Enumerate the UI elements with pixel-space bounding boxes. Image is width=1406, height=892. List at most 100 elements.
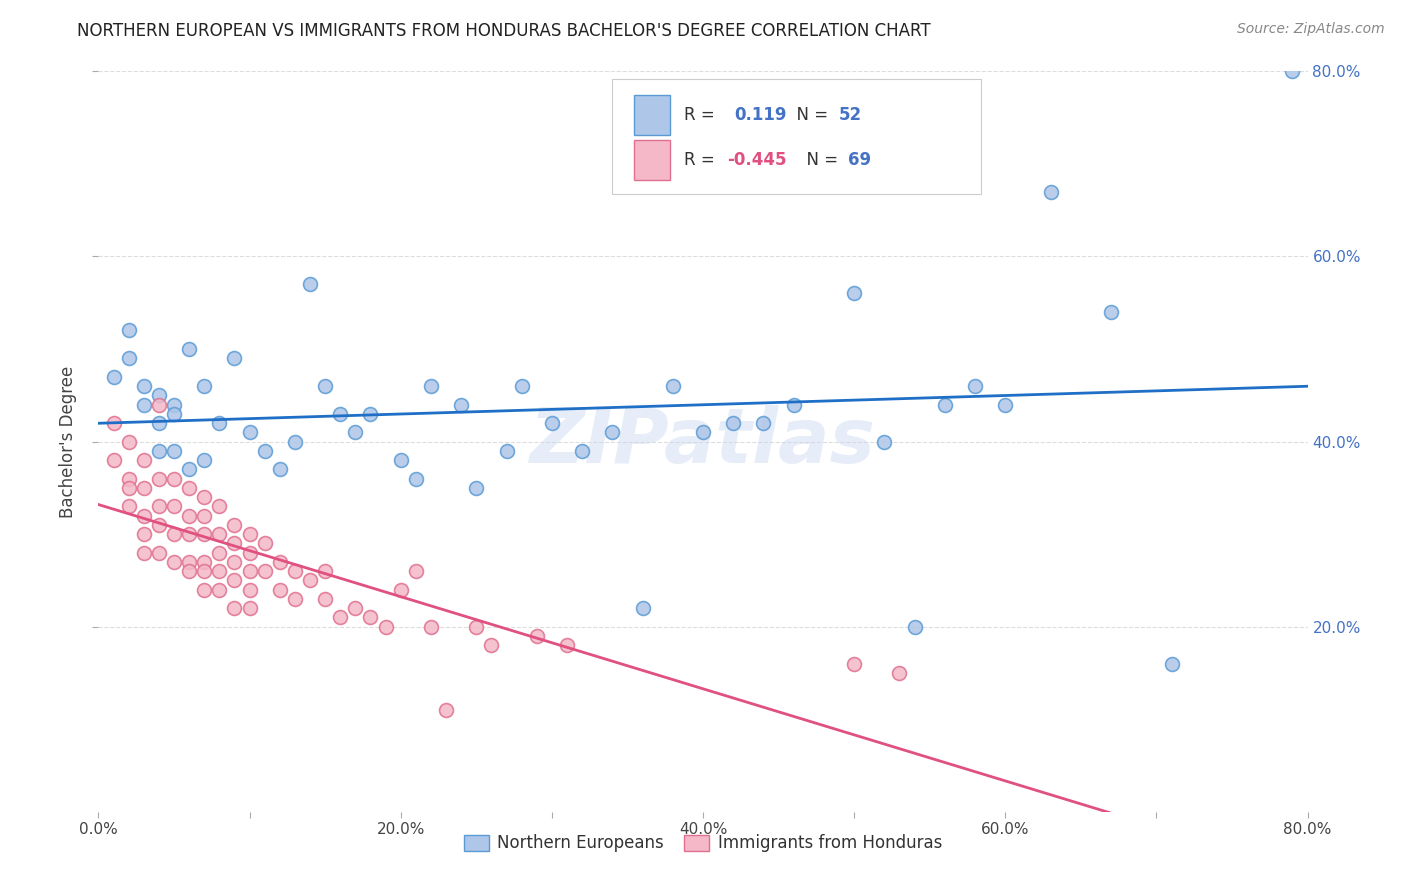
Point — [132, 481, 155, 495]
Point — [1039, 185, 1062, 199]
Point — [179, 508, 201, 523]
Point — [389, 582, 412, 597]
Point — [118, 481, 141, 495]
Point — [179, 564, 201, 578]
Text: R =: R = — [683, 105, 725, 124]
Point — [148, 517, 170, 532]
Point — [844, 286, 866, 301]
Point — [193, 379, 215, 393]
Point — [224, 601, 246, 615]
Point — [118, 324, 141, 338]
Point — [465, 481, 488, 495]
Legend: Northern Europeans, Immigrants from Honduras: Northern Europeans, Immigrants from Hond… — [457, 828, 949, 859]
Point — [239, 582, 262, 597]
Point — [495, 443, 517, 458]
Point — [692, 425, 714, 440]
Point — [284, 434, 307, 449]
Point — [873, 434, 896, 449]
Point — [1281, 64, 1303, 78]
FancyBboxPatch shape — [634, 95, 671, 135]
Point — [132, 453, 155, 467]
Y-axis label: Bachelor's Degree: Bachelor's Degree — [59, 366, 77, 517]
Point — [269, 555, 291, 569]
Point — [344, 601, 367, 615]
Point — [239, 601, 262, 615]
Point — [193, 453, 215, 467]
Point — [329, 407, 352, 421]
Point — [631, 601, 654, 615]
Point — [193, 555, 215, 569]
Point — [179, 462, 201, 476]
Point — [510, 379, 533, 393]
Point — [602, 425, 624, 440]
Point — [314, 591, 336, 606]
Point — [103, 369, 125, 384]
Point — [148, 545, 170, 560]
Point — [132, 545, 155, 560]
Point — [239, 425, 262, 440]
Point — [284, 591, 307, 606]
Point — [1099, 305, 1122, 319]
Point — [555, 638, 578, 652]
Point — [224, 555, 246, 569]
Point — [526, 629, 548, 643]
Point — [208, 564, 231, 578]
Point — [450, 398, 472, 412]
Point — [118, 351, 141, 366]
Point — [299, 277, 322, 292]
Point — [148, 388, 170, 402]
Point — [1160, 657, 1182, 671]
Point — [994, 398, 1017, 412]
Text: N =: N = — [786, 105, 834, 124]
Point — [540, 416, 562, 430]
Point — [420, 379, 443, 393]
Point — [374, 619, 396, 633]
Point — [360, 610, 382, 624]
Point — [253, 564, 276, 578]
Point — [783, 398, 806, 412]
Point — [844, 657, 866, 671]
Point — [179, 481, 201, 495]
Point — [934, 398, 956, 412]
Point — [224, 351, 246, 366]
Point — [179, 342, 201, 356]
Point — [163, 527, 186, 541]
Point — [239, 564, 262, 578]
Point — [132, 379, 155, 393]
Point — [434, 703, 457, 717]
Point — [269, 582, 291, 597]
Point — [224, 517, 246, 532]
Text: R =: R = — [683, 151, 720, 169]
Text: 69: 69 — [848, 151, 872, 169]
Point — [163, 443, 186, 458]
Point — [193, 508, 215, 523]
Point — [179, 527, 201, 541]
Point — [193, 527, 215, 541]
Point — [148, 443, 170, 458]
Point — [103, 416, 125, 430]
Point — [299, 574, 322, 588]
Point — [224, 536, 246, 550]
Point — [904, 619, 927, 633]
Point — [163, 555, 186, 569]
Text: ZIPatlas: ZIPatlas — [530, 405, 876, 478]
Point — [284, 564, 307, 578]
Point — [405, 564, 427, 578]
Point — [965, 379, 987, 393]
Point — [481, 638, 503, 652]
Point — [239, 545, 262, 560]
Point — [314, 564, 336, 578]
Point — [193, 564, 215, 578]
Point — [118, 500, 141, 514]
Point — [148, 416, 170, 430]
Text: 0.119: 0.119 — [734, 105, 787, 124]
Point — [148, 398, 170, 412]
Point — [193, 490, 215, 504]
Point — [571, 443, 593, 458]
Point — [208, 416, 231, 430]
Point — [360, 407, 382, 421]
Point — [118, 434, 141, 449]
Point — [103, 453, 125, 467]
Point — [239, 527, 262, 541]
Point — [179, 555, 201, 569]
